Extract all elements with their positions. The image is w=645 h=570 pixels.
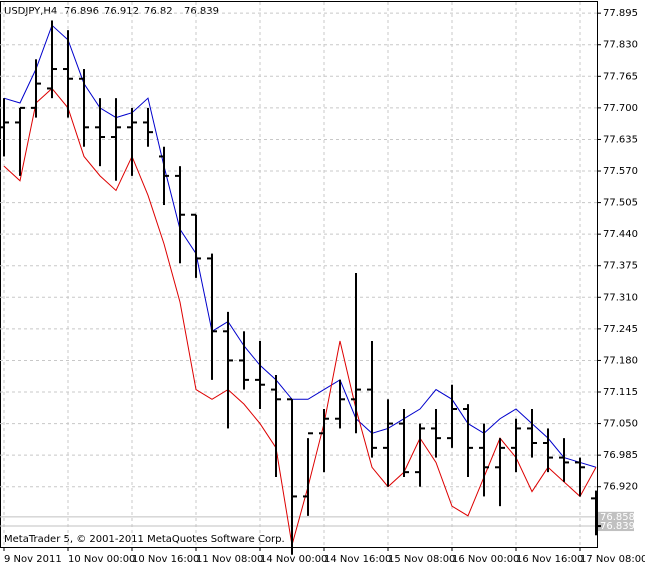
x-tick-label: 14 Nov 16:00	[324, 554, 391, 565]
price-label-box	[598, 521, 634, 532]
y-tick-label: 77.570	[603, 166, 638, 177]
footer: MetaTrader 5, © 2001-2011 MetaQuotes Sof…	[4, 534, 285, 545]
y-tick-label: 77.505	[603, 198, 638, 209]
y-tick-label: 77.635	[603, 134, 638, 145]
x-tick-label: 17 Nov 08:00	[580, 554, 645, 565]
x-tick-label: 11 Nov 08:00	[196, 554, 263, 565]
y-tick-label: 77.310	[603, 292, 638, 303]
y-tick-label: 77.700	[603, 103, 638, 114]
price-label-box	[598, 511, 634, 522]
chart-header: USDJPY,H4	[4, 6, 57, 17]
title-value: 76.839	[184, 6, 219, 17]
y-tick-label: 76.920	[603, 482, 638, 493]
y-tick-label: 77.115	[603, 387, 638, 398]
x-tick-label: 16 Nov 16:00	[516, 554, 583, 565]
price-label: 76.839	[600, 521, 635, 532]
y-tick-label: 77.050	[603, 419, 638, 430]
x-tick-label: 10 Nov 16:00	[132, 554, 199, 565]
title-value: 76.82	[144, 6, 173, 17]
title-value: 76.896	[64, 6, 99, 17]
x-tick-label: 16 Nov 00:00	[452, 554, 519, 565]
indicator-line	[3, 87, 597, 546]
indicator-line	[3, 24, 597, 468]
x-tick-label: 14 Nov 00:00	[260, 554, 327, 565]
y-tick-label: 77.895	[603, 8, 638, 19]
y-tick-label: 77.830	[603, 40, 638, 51]
y-tick-label: 76.985	[603, 450, 638, 461]
y-tick-label: 77.440	[603, 229, 638, 240]
x-tick-label: 15 Nov 08:00	[388, 554, 455, 565]
y-tick-label: 77.375	[603, 261, 638, 272]
title-value: 76.912	[104, 6, 139, 17]
plot-frame	[0, 1, 598, 548]
y-tick-label: 77.765	[603, 71, 638, 82]
chart-title: USDJPY,H4	[4, 6, 57, 17]
x-tick-label: 10 Nov 00:00	[68, 554, 135, 565]
x-tick-label: 9 Nov 2011	[4, 554, 62, 565]
y-tick-label: 77.245	[603, 324, 638, 335]
price-label: 76.858	[600, 512, 635, 523]
y-tick-label: 77.180	[603, 355, 638, 366]
